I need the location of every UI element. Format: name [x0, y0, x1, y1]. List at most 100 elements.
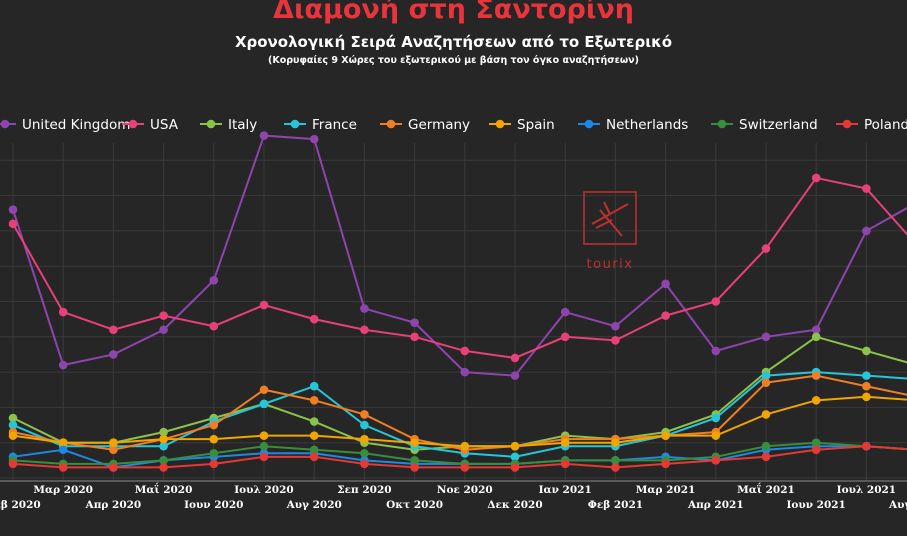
data-point[interactable]: [460, 346, 470, 356]
data-point[interactable]: [58, 445, 68, 455]
data-point[interactable]: [259, 385, 269, 395]
data-point[interactable]: [862, 371, 871, 380]
data-point[interactable]: [811, 332, 821, 342]
data-point[interactable]: [761, 452, 771, 462]
data-point[interactable]: [209, 434, 219, 444]
data-point[interactable]: [711, 346, 721, 356]
data-point[interactable]: [661, 431, 670, 440]
data-point[interactable]: [761, 244, 771, 253]
legend-item[interactable]: Italy: [200, 117, 257, 133]
data-point[interactable]: [360, 459, 369, 469]
data-point[interactable]: [309, 381, 319, 391]
data-point[interactable]: [761, 371, 771, 380]
data-point[interactable]: [510, 463, 520, 472]
data-point[interactable]: [159, 463, 168, 472]
data-point[interactable]: [811, 173, 821, 183]
data-point[interactable]: [862, 441, 871, 451]
data-point[interactable]: [159, 427, 168, 437]
data-point[interactable]: [209, 420, 219, 430]
data-point[interactable]: [510, 452, 520, 462]
data-point[interactable]: [611, 456, 620, 465]
legend-item[interactable]: United Kingdom: [0, 117, 130, 133]
data-point[interactable]: [58, 360, 68, 370]
legend-item[interactable]: Poland: [836, 117, 907, 133]
data-point[interactable]: [109, 350, 118, 359]
data-point[interactable]: [209, 276, 219, 285]
data-point[interactable]: [460, 441, 470, 451]
data-point[interactable]: [58, 307, 68, 317]
data-point[interactable]: [862, 184, 871, 193]
data-point[interactable]: [560, 332, 570, 342]
data-point[interactable]: [862, 381, 871, 391]
data-point[interactable]: [259, 300, 269, 310]
data-point[interactable]: [8, 413, 18, 423]
data-point[interactable]: [8, 459, 18, 469]
data-point[interactable]: [811, 325, 821, 335]
data-point[interactable]: [159, 456, 168, 465]
data-point[interactable]: [811, 438, 821, 448]
data-point[interactable]: [811, 396, 821, 405]
data-point[interactable]: [611, 438, 620, 448]
data-point[interactable]: [661, 311, 670, 320]
data-point[interactable]: [711, 456, 721, 465]
data-point[interactable]: [259, 131, 269, 140]
data-point[interactable]: [560, 307, 570, 317]
data-point[interactable]: [209, 321, 219, 331]
legend-item[interactable]: Netherlands: [578, 117, 688, 133]
data-point[interactable]: [360, 304, 369, 313]
data-point[interactable]: [862, 392, 871, 402]
data-point[interactable]: [309, 134, 319, 144]
data-point[interactable]: [109, 438, 118, 448]
data-point[interactable]: [360, 325, 369, 335]
data-point[interactable]: [159, 325, 168, 335]
data-point[interactable]: [711, 297, 721, 306]
data-point[interactable]: [611, 463, 620, 472]
data-point[interactable]: [510, 441, 520, 451]
data-point[interactable]: [209, 448, 219, 458]
data-point[interactable]: [611, 321, 620, 331]
data-point[interactable]: [109, 445, 118, 455]
data-point[interactable]: [711, 431, 721, 440]
data-point[interactable]: [360, 434, 369, 444]
data-point[interactable]: [159, 311, 168, 320]
data-point[interactable]: [811, 371, 821, 380]
data-point[interactable]: [611, 336, 620, 345]
legend-item[interactable]: Germany: [380, 117, 470, 133]
data-point[interactable]: [309, 431, 319, 440]
data-point[interactable]: [259, 441, 269, 451]
data-point[interactable]: [309, 314, 319, 324]
data-point[interactable]: [259, 452, 269, 462]
data-point[interactable]: [309, 417, 319, 426]
legend-item[interactable]: France: [284, 117, 357, 133]
data-point[interactable]: [259, 399, 269, 409]
data-point[interactable]: [58, 438, 68, 448]
data-point[interactable]: [410, 463, 419, 472]
data-point[interactable]: [661, 279, 670, 289]
data-point[interactable]: [862, 226, 871, 236]
data-point[interactable]: [410, 332, 419, 342]
data-point[interactable]: [410, 456, 419, 465]
data-point[interactable]: [360, 410, 369, 419]
data-point[interactable]: [560, 459, 570, 469]
data-point[interactable]: [8, 205, 18, 215]
data-point[interactable]: [309, 452, 319, 462]
data-point[interactable]: [761, 332, 771, 342]
data-point[interactable]: [58, 463, 68, 472]
data-point[interactable]: [360, 448, 369, 458]
data-point[interactable]: [8, 219, 18, 229]
legend-item[interactable]: Switzerland: [711, 117, 818, 133]
data-point[interactable]: [510, 353, 520, 363]
data-point[interactable]: [8, 420, 18, 430]
data-point[interactable]: [510, 371, 520, 380]
data-point[interactable]: [661, 459, 670, 469]
data-point[interactable]: [8, 431, 18, 440]
data-point[interactable]: [761, 378, 771, 387]
data-point[interactable]: [460, 463, 470, 472]
data-point[interactable]: [410, 318, 419, 327]
legend-item[interactable]: USA: [122, 117, 179, 133]
data-point[interactable]: [109, 463, 118, 472]
data-point[interactable]: [761, 441, 771, 451]
data-point[interactable]: [159, 434, 168, 444]
data-point[interactable]: [560, 438, 570, 448]
data-point[interactable]: [410, 438, 419, 448]
